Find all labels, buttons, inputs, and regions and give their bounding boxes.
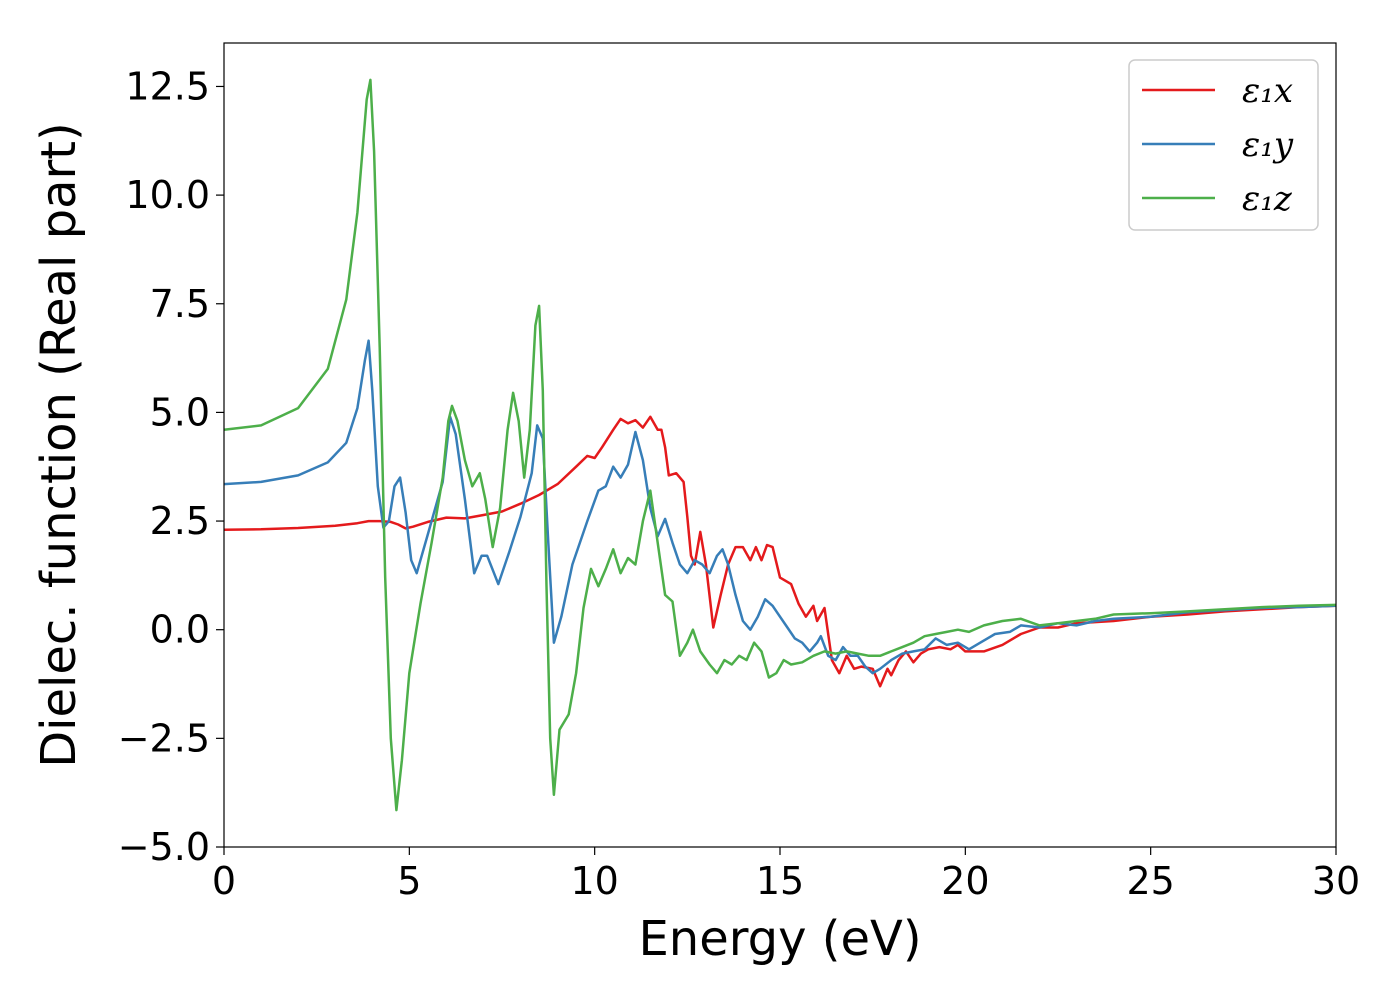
legend-label-ex: ε₁x bbox=[1242, 71, 1293, 111]
x-tick-label: 10 bbox=[570, 859, 618, 903]
x-tick-label: 25 bbox=[1126, 859, 1174, 903]
y-axis-label: Dielec. function (Real part) bbox=[31, 122, 87, 768]
series-line-ey bbox=[223, 339, 1337, 675]
legend-box bbox=[1128, 59, 1319, 231]
x-tick-label: 5 bbox=[397, 859, 421, 903]
x-axis: 0 5 10 15 20 25 30 bbox=[212, 847, 1360, 903]
x-tick-label: 30 bbox=[1312, 859, 1360, 903]
y-tick-label: 10.0 bbox=[125, 173, 210, 217]
legend: ε₁x ε₁y ε₁z bbox=[1128, 59, 1319, 231]
series-line-ez bbox=[223, 78, 1337, 812]
x-tick-label: 0 bbox=[212, 859, 236, 903]
y-tick-label: 12.5 bbox=[125, 64, 210, 108]
x-tick-label: 15 bbox=[756, 859, 804, 903]
series-line-ex bbox=[223, 415, 1337, 688]
legend-label-ez: ε₁z bbox=[1242, 179, 1293, 219]
series-layer bbox=[223, 78, 1337, 812]
legend-label-ey: ε₁y bbox=[1242, 125, 1294, 165]
y-axis: −5.0 −2.5 0.0 2.5 5.0 7.5 10.0 12.5 bbox=[118, 64, 224, 869]
y-tick-label: 0.0 bbox=[150, 608, 210, 652]
x-tick-label: 20 bbox=[941, 859, 989, 903]
x-axis-label: Energy (eV) bbox=[638, 911, 921, 967]
y-tick-label: 2.5 bbox=[150, 499, 210, 543]
y-tick-label: 7.5 bbox=[150, 282, 210, 326]
y-tick-label: 5.0 bbox=[150, 390, 210, 434]
y-tick-label: −2.5 bbox=[118, 716, 210, 760]
y-tick-label: −5.0 bbox=[118, 825, 210, 869]
